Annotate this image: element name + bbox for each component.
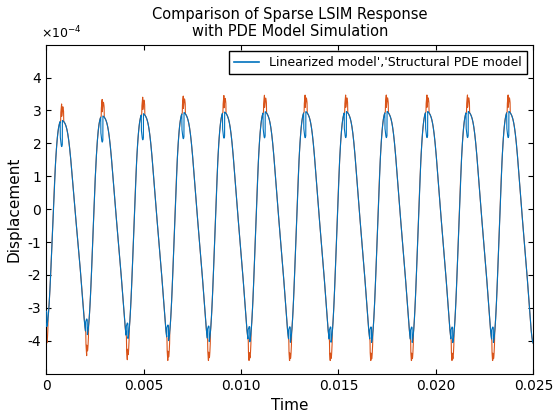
Structural PDE model	[505, 92, 511, 97]
Structural PDE model	[131, 205, 138, 210]
Linearized model	[444, 285, 450, 290]
Structural PDE model	[407, 332, 413, 337]
Legend: Linearized model','Structural PDE model: Linearized model','Structural PDE model	[230, 51, 527, 74]
Structural PDE model	[360, 253, 366, 258]
Linearized model	[465, 109, 472, 114]
Linearized model	[407, 331, 413, 336]
Structural PDE model	[43, 345, 49, 350]
Structural PDE model	[229, 144, 236, 149]
Linearized model	[43, 308, 49, 313]
Structural PDE model	[444, 286, 450, 291]
Linearized model	[229, 143, 236, 148]
Linearized model	[335, 187, 342, 192]
Linearized model	[360, 252, 366, 257]
X-axis label: Time: Time	[271, 398, 309, 413]
Structural PDE model	[335, 185, 342, 190]
Text: $\times 10^{-4}$: $\times 10^{-4}$	[41, 25, 82, 42]
Line: Structural PDE model: Structural PDE model	[46, 95, 533, 360]
Title: Comparison of Sparse LSIM Response
with PDE Model Simulation: Comparison of Sparse LSIM Response with …	[152, 7, 427, 39]
Linearized model	[530, 341, 536, 346]
Structural PDE model	[530, 341, 536, 346]
Structural PDE model	[165, 358, 171, 363]
Y-axis label: Displacement: Displacement	[7, 157, 22, 262]
Line: Linearized model: Linearized model	[46, 111, 533, 344]
Linearized model	[131, 205, 138, 210]
